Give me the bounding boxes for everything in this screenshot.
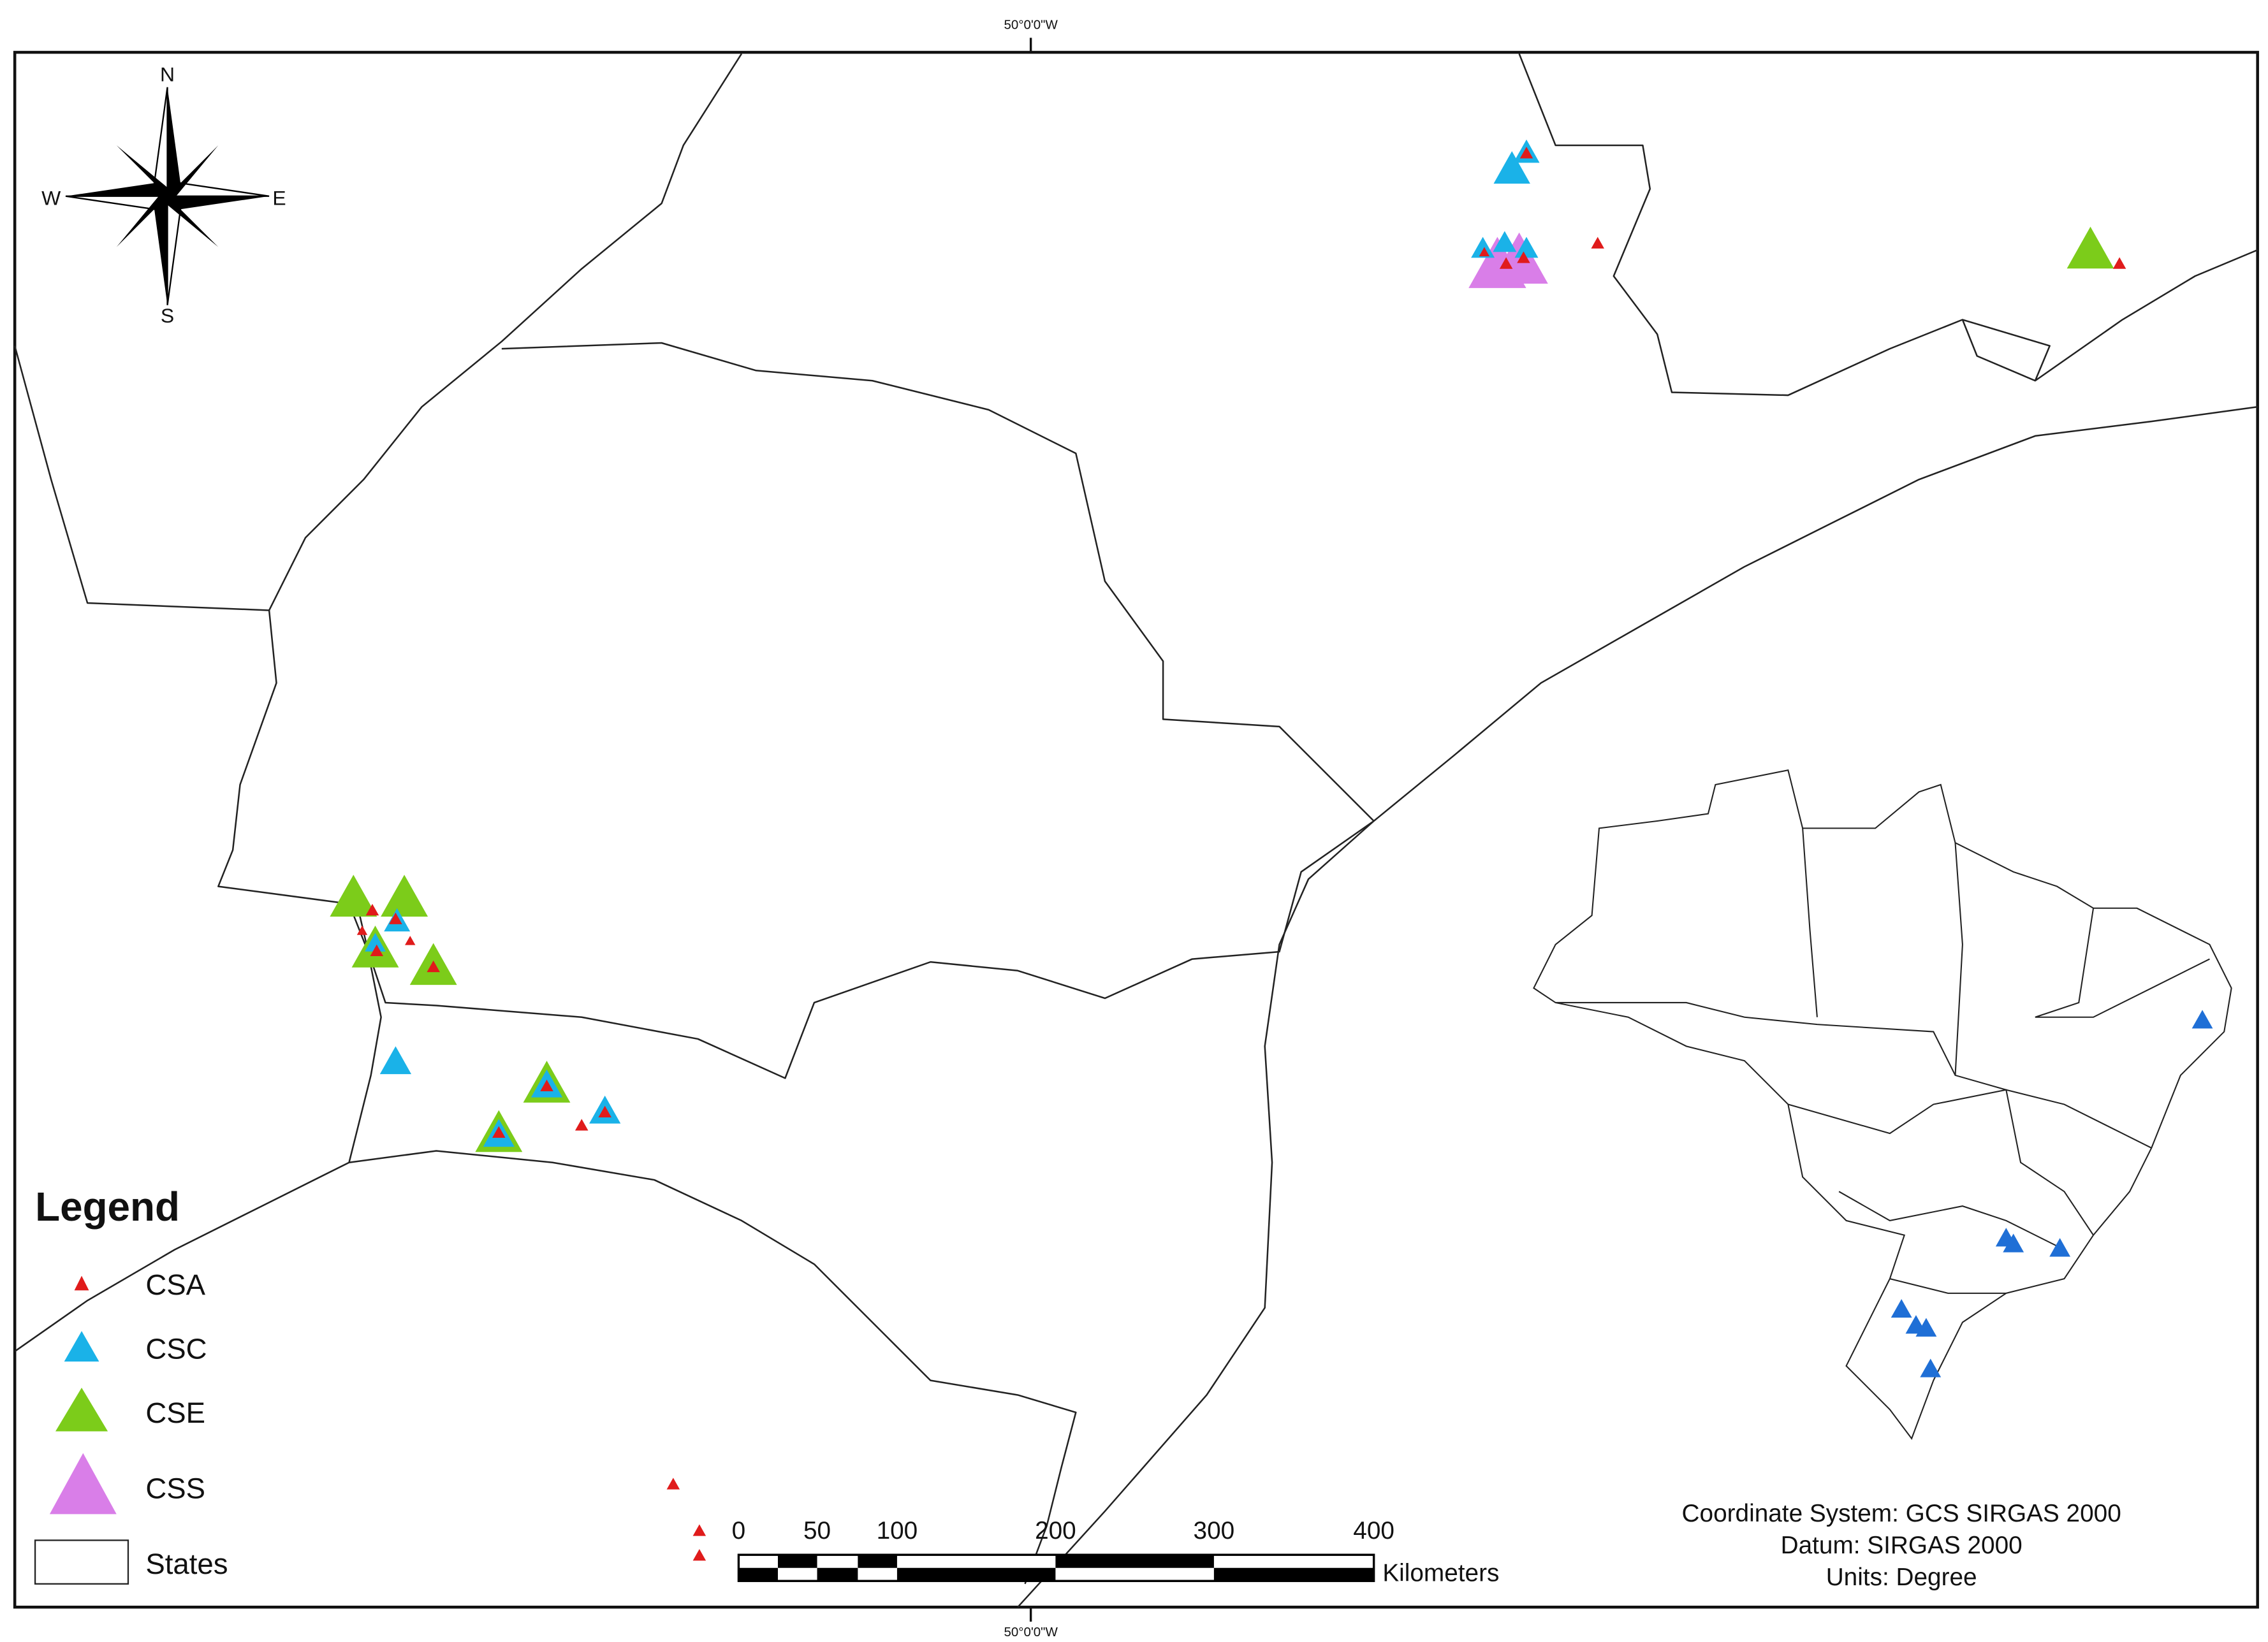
site-marker (356, 926, 368, 935)
state-borders (13, 53, 2258, 1608)
site-marker (1514, 236, 1539, 258)
scale-label: 50 (803, 1517, 831, 1544)
inset-border (2035, 908, 2210, 1018)
state-border (1518, 53, 2258, 396)
site-marker (1591, 236, 1604, 249)
site-marker (1471, 236, 1495, 258)
legend-symbol (74, 1275, 89, 1291)
compass-label: W (41, 186, 61, 209)
scale-segment (817, 1567, 858, 1581)
coordinate-text: Datum: SIRGAS 2000 (1781, 1532, 2023, 1559)
scale-segment (777, 1555, 817, 1568)
scale-segment (858, 1555, 897, 1568)
state-border (217, 610, 1375, 1079)
scale-unit: Kilometers (1382, 1559, 1499, 1587)
scale-segment (1213, 1567, 1374, 1581)
coordinate-info: Coordinate System: GCS SIRGAS 2000 Datum… (1682, 1500, 2121, 1591)
site-marker (574, 1119, 589, 1131)
site-marker (379, 1046, 412, 1075)
compass-label: N (160, 63, 175, 86)
inset-brazil (1533, 769, 2232, 1440)
coastline (1017, 406, 2258, 1608)
site-marker (492, 1126, 506, 1138)
inset-border (1788, 1089, 2094, 1236)
legend-title: Legend (35, 1184, 180, 1230)
graticule-label: 50°0'0"W (1004, 18, 1058, 33)
map-frame (13, 50, 2259, 1609)
state-border (501, 342, 1375, 822)
site-marker (405, 936, 416, 945)
site-marker (1915, 1318, 1937, 1337)
site-marker (365, 933, 386, 952)
legend-symbol (34, 1539, 129, 1585)
compass-label: S (161, 304, 174, 327)
scale-label: 200 (1035, 1517, 1076, 1544)
site-marker (692, 1549, 706, 1561)
coordinate-text: Coordinate System: GCS SIRGAS 2000 (1682, 1500, 2121, 1527)
legend-label: CSE (145, 1397, 205, 1429)
site-marker (365, 903, 379, 916)
legend-symbol (49, 1453, 117, 1515)
legend-label: States (145, 1548, 228, 1580)
legend-label: CSA (145, 1268, 205, 1301)
site-marker (1517, 251, 1530, 263)
site-marker (2112, 257, 2126, 269)
site-marker (1493, 231, 1517, 252)
site-marker (540, 1079, 553, 1092)
site-marker (1490, 232, 1548, 284)
scale-label: 100 (877, 1517, 918, 1544)
country-outline (1533, 769, 2232, 1440)
state-border (13, 53, 743, 611)
legend-symbol (64, 1331, 99, 1362)
graticule-label: 50°0'0"W (1004, 1625, 1058, 1639)
site-marker (2067, 226, 2114, 269)
site-marker (2049, 1238, 2071, 1257)
site-marker (2003, 1233, 2024, 1253)
scale-bar: 0 50 100 200 300 400 Kilometers (732, 1517, 1500, 1587)
legend-symbol (55, 1388, 108, 1432)
site-marker (389, 912, 402, 924)
site-marker (1920, 1358, 1942, 1377)
site-marker (692, 1524, 706, 1536)
site-marker (427, 960, 440, 973)
legend: Legend CSA CSC CSE CSS States (34, 1184, 228, 1585)
legend-label: CSS (145, 1472, 205, 1504)
scale-label: 300 (1194, 1517, 1235, 1544)
site-marker (598, 1105, 611, 1118)
site-marker (1499, 257, 1513, 269)
site-marker (666, 1478, 680, 1490)
site-marker (1479, 247, 1490, 257)
inset-border (1802, 828, 1818, 1017)
state-border (1961, 319, 2036, 382)
scale-label: 400 (1353, 1517, 1394, 1544)
scale-segment (738, 1567, 778, 1581)
site-marker (1519, 147, 1533, 159)
inset-border (1889, 1278, 2007, 1294)
legend-label: CSC (145, 1332, 207, 1365)
inset-border (1555, 1001, 2152, 1149)
inset-border (1954, 843, 1963, 1075)
site-marker (1493, 151, 1530, 184)
scale-segment (896, 1567, 1056, 1581)
compass-label: E (272, 186, 286, 209)
inset-border (1838, 1191, 2065, 1251)
state-border (349, 1150, 1077, 1585)
site-marker (2191, 1010, 2213, 1029)
scale-label: 0 (732, 1517, 746, 1544)
scale-segment (1055, 1555, 1214, 1568)
site-marker (1891, 1299, 1912, 1318)
site-marker (381, 875, 428, 917)
coordinate-text: Units: Degree (1826, 1564, 1977, 1591)
markers (330, 139, 2213, 1561)
compass-rose: N S E W (41, 63, 286, 327)
site-marker (370, 944, 384, 957)
site-marker (330, 875, 377, 917)
